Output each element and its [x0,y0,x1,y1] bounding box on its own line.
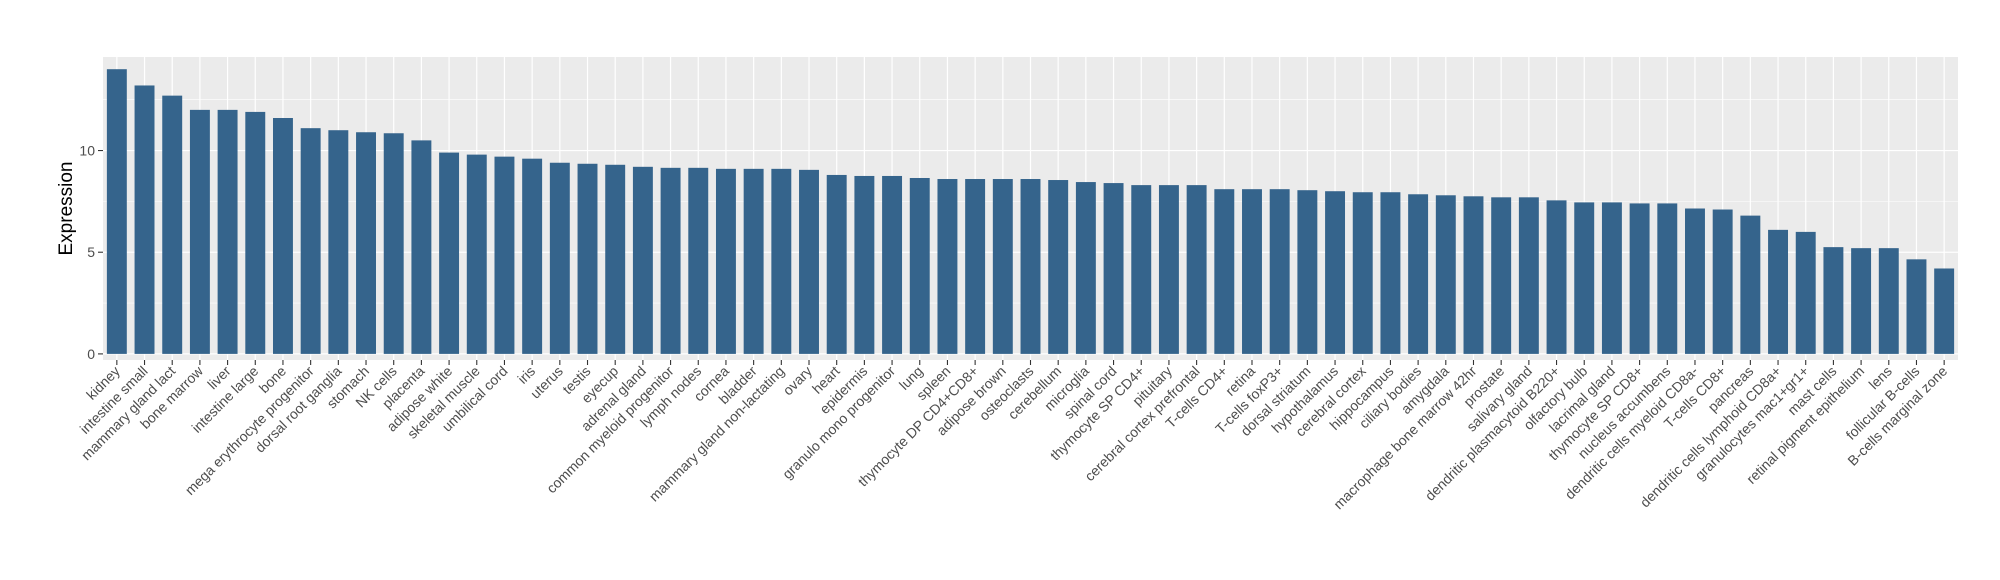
bar [1380,192,1401,354]
bar [937,179,958,354]
bar [1740,215,1761,354]
bar [1768,229,1789,354]
bars [106,69,1955,354]
bar [1075,182,1096,354]
bar [300,128,321,354]
bar [1408,194,1429,354]
bar [1878,248,1899,354]
x-tick-label: ovary [780,363,816,399]
bar [1629,203,1650,354]
bar [494,156,515,354]
bar [909,177,930,354]
bar [134,85,155,354]
bar [1712,209,1733,354]
bar [1103,183,1124,354]
bar [1823,247,1844,354]
bar [217,109,238,354]
bar [1352,192,1373,354]
bar [1020,179,1041,354]
bar [106,69,127,354]
bar [605,164,626,354]
bar [577,163,598,354]
bar [162,95,183,354]
bar [522,158,543,354]
bar [1131,185,1152,354]
bar [1685,208,1705,354]
bar [1186,185,1207,354]
bar [356,132,376,354]
bar [660,167,681,354]
bar [272,118,293,354]
bar [1048,180,1069,354]
bar [1906,259,1927,354]
x-tick-label: uterus [527,363,566,402]
bar [632,166,653,354]
bar [992,179,1013,354]
bar [439,152,460,354]
bar [1214,189,1235,354]
bar [1325,191,1346,354]
bar [854,175,875,354]
bar [965,179,986,354]
bar [1158,185,1179,354]
bar [189,109,210,354]
bar [1491,197,1512,354]
bar [1546,200,1567,354]
y-tick-label: 0 [87,346,95,362]
bar [1851,248,1872,354]
bar [715,168,736,354]
bar [826,174,847,354]
bar [1297,190,1318,354]
bar [466,154,487,354]
bar [799,169,819,354]
bar [245,111,266,354]
bar [1934,268,1955,354]
bar [1601,202,1622,354]
bar [1518,197,1539,354]
bar [328,130,349,354]
bar [1435,195,1456,354]
bar [1269,189,1290,354]
bar [1657,203,1678,354]
bar [743,168,764,354]
bar [882,175,903,354]
bar [771,168,792,354]
bar [1463,196,1484,354]
y-tick-label: 10 [79,143,95,159]
bar [688,167,709,354]
bar [549,162,570,354]
bar [383,133,404,354]
y-tick-label: 5 [87,244,95,260]
bar [1574,202,1595,354]
bar [1242,189,1262,354]
bar [411,140,432,354]
y-axis: 0 5 10 [79,143,103,362]
y-axis-title: Expression [56,162,77,256]
bar [1795,231,1816,354]
